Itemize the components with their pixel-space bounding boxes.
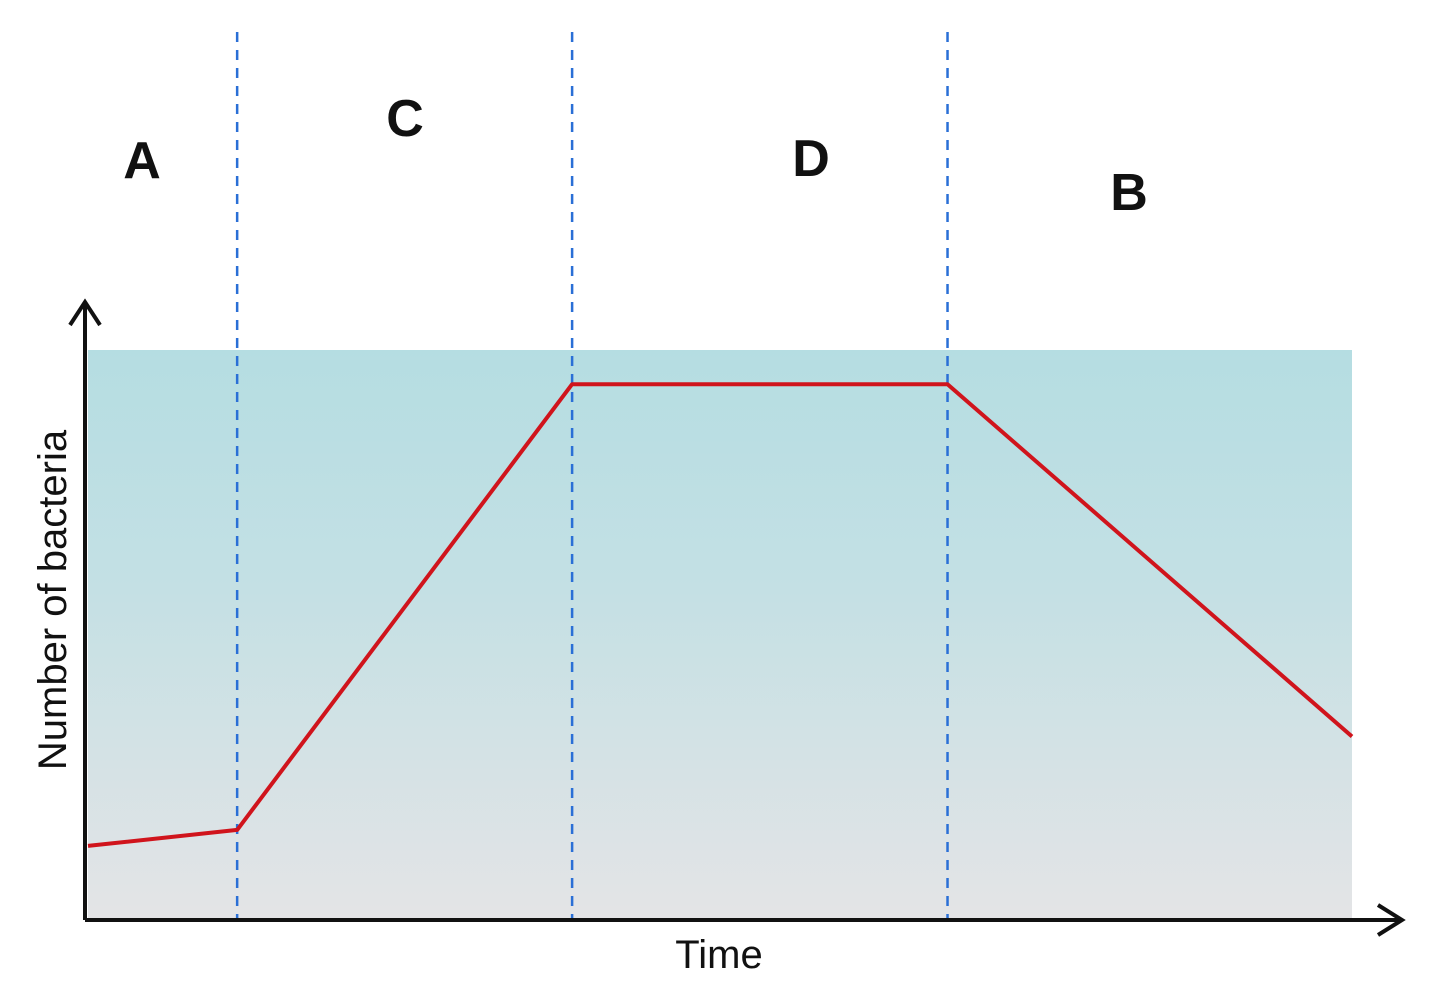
y-axis-arrowhead <box>68 298 102 327</box>
x-axis <box>85 903 1406 937</box>
phase-label-c: C <box>386 90 424 148</box>
y-axis <box>68 298 102 920</box>
phase-label-d: D <box>792 130 830 188</box>
plot-background <box>88 350 1352 920</box>
x-axis-arrowhead <box>1376 903 1406 937</box>
phase-dividers <box>235 32 949 920</box>
phase-label-a: A <box>123 132 161 190</box>
x-axis-label: Time <box>675 933 762 977</box>
y-axis-label: Number of bacteria <box>31 429 75 770</box>
phase-label-b: B <box>1110 164 1148 222</box>
series-line-bacteria <box>87 382 1354 848</box>
